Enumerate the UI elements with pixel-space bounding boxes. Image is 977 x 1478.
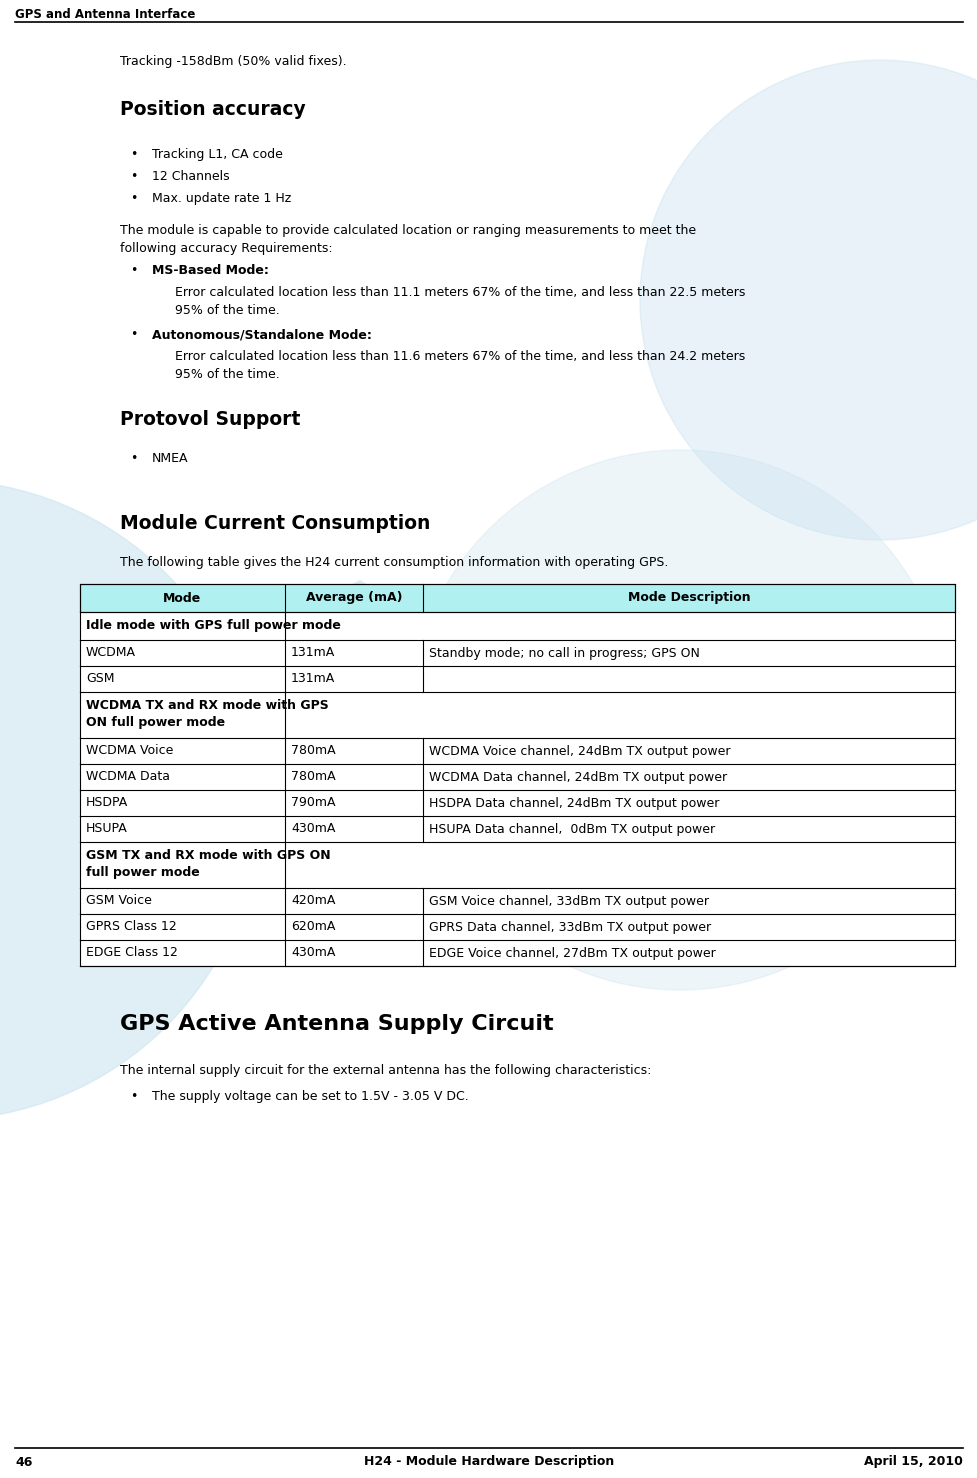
- Text: •: •: [130, 328, 137, 341]
- Text: ON full power mode: ON full power mode: [86, 717, 225, 729]
- Text: WCDMA: WCDMA: [86, 646, 136, 659]
- Text: GSM Voice channel, 33dBm TX output power: GSM Voice channel, 33dBm TX output power: [429, 894, 708, 907]
- Text: Mode: Mode: [163, 591, 201, 605]
- Text: The module is capable to provide calculated location or ranging measurements to : The module is capable to provide calcula…: [120, 225, 696, 236]
- Text: 780mA: 780mA: [291, 745, 335, 758]
- Text: 430mA: 430mA: [291, 822, 335, 835]
- Text: GPS and Antenna Interface: GPS and Antenna Interface: [15, 7, 195, 21]
- Text: GPS Active Antenna Supply Circuit: GPS Active Antenna Supply Circuit: [120, 1014, 553, 1035]
- Text: The supply voltage can be set to 1.5V - 3.05 V DC.: The supply voltage can be set to 1.5V - …: [151, 1089, 468, 1103]
- Bar: [80, 738, 954, 764]
- Text: Mode Description: Mode Description: [627, 591, 749, 605]
- Text: HSUPA: HSUPA: [86, 822, 128, 835]
- Bar: [80, 692, 954, 738]
- Bar: [80, 667, 954, 692]
- Text: 790mA: 790mA: [291, 797, 335, 810]
- Circle shape: [409, 449, 949, 990]
- Bar: [80, 888, 954, 913]
- Text: WCDMA Voice channel, 24dBm TX output power: WCDMA Voice channel, 24dBm TX output pow…: [429, 745, 730, 758]
- Text: 95% of the time.: 95% of the time.: [175, 368, 279, 381]
- Bar: [80, 940, 954, 967]
- Text: following accuracy Requirements:: following accuracy Requirements:: [120, 242, 332, 256]
- Text: Idle mode with GPS full power mode: Idle mode with GPS full power mode: [86, 619, 341, 633]
- Text: Error calculated location less than 11.6 meters 67% of the time, and less than 2: Error calculated location less than 11.6…: [175, 350, 744, 364]
- Bar: [80, 764, 954, 791]
- Text: GPRS Data channel, 33dBm TX output power: GPRS Data channel, 33dBm TX output power: [429, 921, 710, 934]
- Text: H24 - Module Hardware Description: H24 - Module Hardware Description: [363, 1456, 614, 1469]
- Text: The internal supply circuit for the external antenna has the following character: The internal supply circuit for the exte…: [120, 1064, 651, 1077]
- Bar: [80, 791, 954, 816]
- Text: 620mA: 620mA: [291, 921, 335, 934]
- Circle shape: [639, 61, 977, 539]
- Text: 131mA: 131mA: [291, 672, 335, 686]
- Text: GPRS Class 12: GPRS Class 12: [86, 921, 177, 934]
- Circle shape: [0, 480, 260, 1120]
- Text: 430mA: 430mA: [291, 946, 335, 959]
- Bar: [80, 640, 954, 667]
- Text: Max. update rate 1 Hz: Max. update rate 1 Hz: [151, 192, 291, 205]
- Text: EDGE Voice channel, 27dBm TX output power: EDGE Voice channel, 27dBm TX output powe…: [429, 946, 715, 959]
- Text: HSUPA Data channel,  0dBm TX output power: HSUPA Data channel, 0dBm TX output power: [429, 822, 714, 835]
- Text: WCDMA TX and RX mode with GPS: WCDMA TX and RX mode with GPS: [86, 699, 328, 712]
- Text: Position accuracy: Position accuracy: [120, 101, 306, 120]
- Text: HSDPA Data channel, 24dBm TX output power: HSDPA Data channel, 24dBm TX output powe…: [429, 797, 719, 810]
- Bar: [80, 816, 954, 842]
- Text: Module Current Consumption: Module Current Consumption: [120, 514, 430, 534]
- Text: NMEA: NMEA: [151, 452, 189, 466]
- Text: Tracking -158dBm (50% valid fixes).: Tracking -158dBm (50% valid fixes).: [120, 55, 346, 68]
- Text: 12 Channels: 12 Channels: [151, 170, 230, 183]
- Text: •: •: [130, 148, 137, 161]
- Text: •: •: [130, 1089, 137, 1103]
- Text: 95% of the time.: 95% of the time.: [175, 304, 279, 316]
- Text: EDGE Class 12: EDGE Class 12: [86, 946, 178, 959]
- Text: GSM Voice: GSM Voice: [86, 894, 151, 907]
- Text: 420mA: 420mA: [291, 894, 335, 907]
- Text: April 15, 2010: April 15, 2010: [864, 1456, 962, 1469]
- Bar: [80, 913, 954, 940]
- Text: GSM: GSM: [86, 672, 114, 686]
- Text: WCDMA Data channel, 24dBm TX output power: WCDMA Data channel, 24dBm TX output powe…: [429, 770, 726, 783]
- Text: Protovol Support: Protovol Support: [120, 409, 300, 429]
- Text: Error calculated location less than 11.1 meters 67% of the time, and less than 2: Error calculated location less than 11.1…: [175, 287, 744, 299]
- Text: The following table gives the H24 current consumption information with operating: The following table gives the H24 curren…: [120, 556, 667, 569]
- Polygon shape: [300, 579, 409, 640]
- Text: Average (mA): Average (mA): [306, 591, 402, 605]
- Text: HSDPA: HSDPA: [86, 797, 128, 810]
- Text: GSM TX and RX mode with GPS ON: GSM TX and RX mode with GPS ON: [86, 850, 330, 862]
- Text: •: •: [130, 192, 137, 205]
- Text: MS-Based Mode:: MS-Based Mode:: [151, 265, 269, 276]
- Text: WCDMA Data: WCDMA Data: [86, 770, 170, 783]
- Bar: [80, 842, 954, 888]
- Text: 131mA: 131mA: [291, 646, 335, 659]
- Text: •: •: [130, 170, 137, 183]
- Text: Standby mode; no call in progress; GPS ON: Standby mode; no call in progress; GPS O…: [429, 646, 700, 659]
- Text: 46: 46: [15, 1456, 32, 1469]
- Bar: [80, 612, 954, 640]
- Text: •: •: [130, 452, 137, 466]
- Text: •: •: [130, 265, 137, 276]
- Text: WCDMA Voice: WCDMA Voice: [86, 745, 173, 758]
- Text: Autonomous/Standalone Mode:: Autonomous/Standalone Mode:: [151, 328, 371, 341]
- Text: full power mode: full power mode: [86, 866, 199, 879]
- Text: Tracking L1, CA code: Tracking L1, CA code: [151, 148, 282, 161]
- Text: 780mA: 780mA: [291, 770, 335, 783]
- Bar: [80, 584, 954, 612]
